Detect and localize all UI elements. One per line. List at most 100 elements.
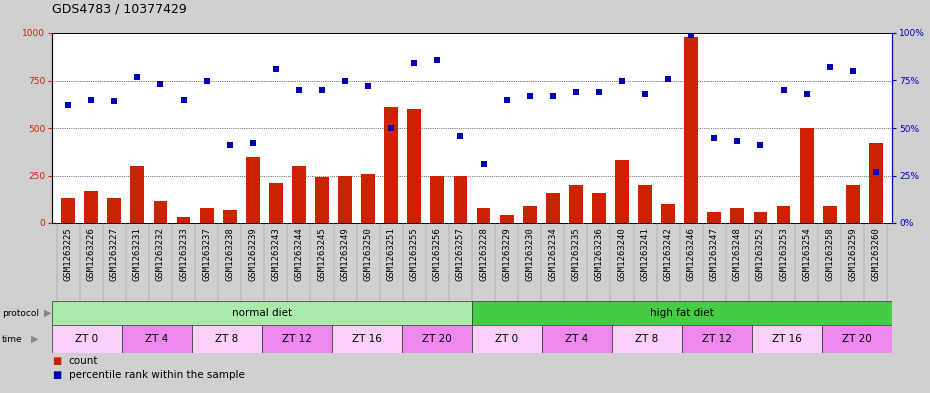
- Text: ZT 12: ZT 12: [702, 334, 732, 344]
- Point: [660, 75, 675, 82]
- Point: [361, 83, 376, 89]
- Bar: [402, 325, 472, 353]
- Text: GDS4783 / 10377429: GDS4783 / 10377429: [52, 2, 187, 15]
- Bar: [615, 160, 629, 223]
- Bar: [753, 211, 767, 223]
- Point: [453, 132, 468, 139]
- Bar: [332, 325, 402, 353]
- Text: GSM1263229: GSM1263229: [502, 227, 512, 281]
- Text: GSM1263255: GSM1263255: [410, 227, 418, 281]
- Point: [545, 93, 560, 99]
- Text: ZT 4: ZT 4: [565, 334, 589, 344]
- Text: ZT 8: ZT 8: [635, 334, 658, 344]
- Text: GSM1263240: GSM1263240: [618, 227, 627, 281]
- Text: GSM1263245: GSM1263245: [317, 227, 326, 281]
- Bar: [361, 174, 375, 223]
- Bar: [107, 198, 121, 223]
- Point: [84, 96, 99, 103]
- Text: ZT 8: ZT 8: [216, 334, 239, 344]
- Text: normal diet: normal diet: [232, 308, 292, 318]
- Bar: [292, 166, 306, 223]
- Bar: [777, 206, 790, 223]
- Text: GSM1263260: GSM1263260: [871, 227, 881, 281]
- Text: GSM1263237: GSM1263237: [202, 227, 211, 281]
- Bar: [472, 301, 892, 325]
- Text: GSM1263242: GSM1263242: [664, 227, 672, 281]
- Text: GSM1263231: GSM1263231: [133, 227, 142, 281]
- Bar: [454, 176, 468, 223]
- Bar: [85, 191, 99, 223]
- Text: GSM1263233: GSM1263233: [179, 227, 188, 281]
- Text: ZT 4: ZT 4: [145, 334, 168, 344]
- Point: [246, 140, 260, 146]
- Bar: [246, 156, 259, 223]
- Text: GSM1263249: GSM1263249: [340, 227, 350, 281]
- Point: [199, 77, 214, 84]
- Text: ■: ■: [52, 370, 61, 380]
- Bar: [638, 185, 652, 223]
- Text: GSM1263251: GSM1263251: [387, 227, 396, 281]
- Bar: [269, 183, 283, 223]
- Point: [638, 91, 653, 97]
- Point: [730, 138, 745, 145]
- Text: protocol: protocol: [2, 309, 39, 318]
- Bar: [177, 217, 191, 223]
- Text: count: count: [69, 356, 99, 366]
- Text: GSM1263248: GSM1263248: [733, 227, 742, 281]
- Text: GSM1263253: GSM1263253: [779, 227, 788, 281]
- Bar: [800, 128, 814, 223]
- Text: GSM1263252: GSM1263252: [756, 227, 765, 281]
- Bar: [153, 201, 167, 223]
- Text: GSM1263239: GSM1263239: [248, 227, 258, 281]
- Bar: [52, 325, 122, 353]
- Text: ZT 0: ZT 0: [75, 334, 99, 344]
- Point: [753, 142, 768, 148]
- Text: GSM1263232: GSM1263232: [156, 227, 165, 281]
- Bar: [407, 109, 421, 223]
- Bar: [542, 325, 612, 353]
- Point: [130, 73, 145, 80]
- Text: GSM1263244: GSM1263244: [295, 227, 303, 281]
- Point: [60, 102, 75, 108]
- Point: [499, 96, 514, 103]
- Bar: [472, 325, 542, 353]
- Text: high fat diet: high fat diet: [650, 308, 714, 318]
- Point: [314, 87, 329, 93]
- Point: [222, 142, 237, 148]
- Text: GSM1263236: GSM1263236: [594, 227, 604, 281]
- Text: ZT 0: ZT 0: [496, 334, 519, 344]
- Point: [777, 87, 791, 93]
- Point: [591, 89, 606, 95]
- Bar: [869, 143, 883, 223]
- Text: GSM1263230: GSM1263230: [525, 227, 534, 281]
- Bar: [612, 325, 682, 353]
- Bar: [315, 177, 329, 223]
- Point: [568, 89, 583, 95]
- Point: [406, 60, 421, 66]
- Bar: [752, 325, 822, 353]
- Text: GSM1263225: GSM1263225: [63, 227, 73, 281]
- Point: [845, 68, 860, 74]
- Text: ZT 16: ZT 16: [352, 334, 382, 344]
- Bar: [682, 325, 752, 353]
- Text: GSM1263247: GSM1263247: [710, 227, 719, 281]
- Bar: [431, 176, 445, 223]
- Text: GSM1263246: GSM1263246: [686, 227, 696, 281]
- Text: GSM1263259: GSM1263259: [848, 227, 857, 281]
- Point: [707, 134, 722, 141]
- Point: [615, 77, 630, 84]
- Text: GSM1263226: GSM1263226: [86, 227, 96, 281]
- Bar: [192, 325, 262, 353]
- Point: [523, 93, 538, 99]
- Text: ZT 20: ZT 20: [422, 334, 452, 344]
- Point: [384, 125, 399, 131]
- Bar: [823, 206, 837, 223]
- Text: GSM1263257: GSM1263257: [456, 227, 465, 281]
- Point: [869, 169, 883, 175]
- Text: GSM1263256: GSM1263256: [432, 227, 442, 281]
- Text: GSM1263254: GSM1263254: [802, 227, 811, 281]
- Text: time: time: [2, 334, 22, 343]
- Text: GSM1263250: GSM1263250: [364, 227, 373, 281]
- Bar: [52, 301, 472, 325]
- Point: [153, 81, 168, 88]
